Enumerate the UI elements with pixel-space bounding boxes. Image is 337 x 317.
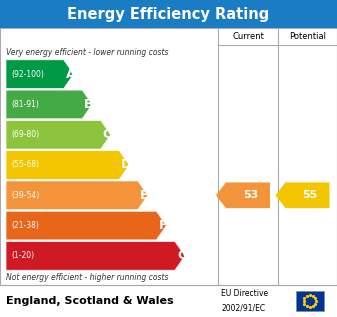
Polygon shape bbox=[6, 60, 74, 88]
Text: 53: 53 bbox=[243, 190, 258, 200]
Text: C: C bbox=[103, 128, 112, 141]
Polygon shape bbox=[216, 182, 270, 208]
Text: (21-38): (21-38) bbox=[11, 221, 39, 230]
Polygon shape bbox=[6, 151, 129, 179]
Polygon shape bbox=[6, 242, 185, 270]
Text: Current: Current bbox=[232, 32, 264, 41]
Text: Potential: Potential bbox=[289, 32, 326, 41]
Text: B: B bbox=[84, 98, 94, 111]
Text: (55-68): (55-68) bbox=[11, 160, 39, 170]
Text: Not energy efficient - higher running costs: Not energy efficient - higher running co… bbox=[6, 273, 168, 282]
Polygon shape bbox=[6, 90, 92, 119]
Text: E: E bbox=[140, 189, 148, 202]
Text: EU Directive: EU Directive bbox=[221, 289, 268, 299]
Text: Energy Efficiency Rating: Energy Efficiency Rating bbox=[67, 7, 270, 22]
Text: (39-54): (39-54) bbox=[11, 191, 39, 200]
Text: 2002/91/EC: 2002/91/EC bbox=[221, 304, 265, 313]
Text: 55: 55 bbox=[302, 190, 318, 200]
Polygon shape bbox=[6, 211, 166, 240]
Text: England, Scotland & Wales: England, Scotland & Wales bbox=[6, 296, 174, 306]
Text: Very energy efficient - lower running costs: Very energy efficient - lower running co… bbox=[6, 48, 168, 57]
Polygon shape bbox=[276, 182, 330, 208]
Text: A: A bbox=[66, 68, 75, 81]
Text: G: G bbox=[177, 249, 187, 262]
Bar bbox=[296, 291, 324, 311]
Text: (81-91): (81-91) bbox=[11, 100, 39, 109]
Bar bbox=[0, 0, 337, 28]
Text: (92-100): (92-100) bbox=[11, 70, 44, 79]
Polygon shape bbox=[6, 181, 148, 210]
Text: (69-80): (69-80) bbox=[11, 130, 39, 139]
Polygon shape bbox=[6, 120, 111, 149]
Text: (1-20): (1-20) bbox=[11, 251, 34, 260]
Text: D: D bbox=[121, 158, 131, 171]
Text: F: F bbox=[158, 219, 167, 232]
